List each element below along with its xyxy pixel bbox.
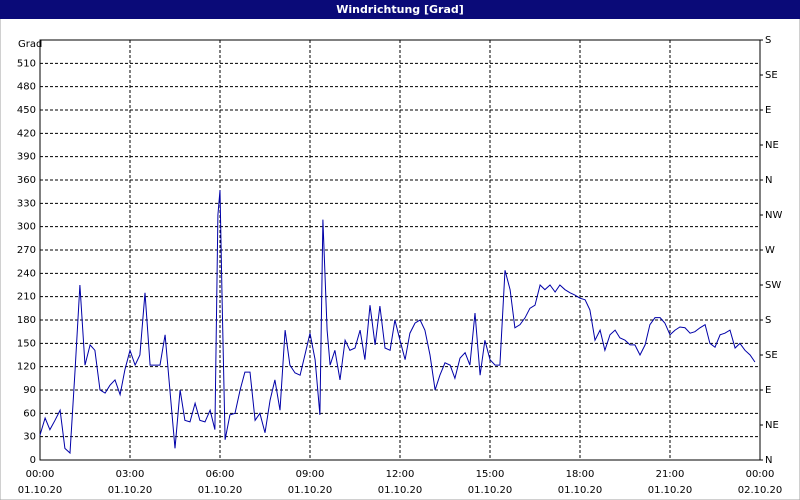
plot-frame [39,39,761,461]
y-tick-label: 0 [30,455,36,466]
x-tick-date: 01.10.20 [18,485,63,496]
y2-tick-label: SW [765,280,781,291]
chart-title: Windrichtung [Grad] [336,3,464,16]
x-tick-label: 09:00 [296,469,325,480]
x-tick-date: 01.10.20 [288,485,333,496]
y-tick-label: 210 [17,292,36,303]
y-tick-label: 480 [17,82,36,93]
y2-tick-label: N [765,455,772,466]
y-tick-label: 150 [17,338,36,349]
y2-tick-label: N [765,175,772,186]
x-tick-label: 00:00 [746,469,775,480]
y2-tick-label: S [765,315,771,326]
y-tick-label: 120 [17,362,36,373]
y2-tick-label: NE [765,420,779,431]
y-tick-label: 180 [17,315,36,326]
y-tick-label: 420 [17,128,36,139]
y-axis-label: Grad [18,39,42,50]
x-tick-date: 01.10.20 [468,485,513,496]
y-tick-label: 390 [17,152,36,163]
y-tick-label: 300 [17,222,36,233]
x-tick-date: 01.10.20 [198,485,243,496]
x-tick-label: 18:00 [566,469,595,480]
x-tick-date: 01.10.20 [558,485,603,496]
y-tick-label: 450 [17,105,36,116]
x-tick-label: 00:00 [26,469,55,480]
x-tick-date: 01.10.20 [378,485,423,496]
y2-tick-label: W [765,245,775,256]
line-series [39,190,756,455]
y2-tick-label: E [765,385,771,396]
y2-tick-label: NE [765,140,779,151]
y-tick-label: 90 [23,385,36,396]
x-tick-label: 06:00 [206,469,235,480]
y-tick-label: 330 [17,198,36,209]
x-tick-date: 01.10.20 [648,485,693,496]
y2-tick-label: NW [765,210,782,221]
x-tick-label: 12:00 [386,469,415,480]
x-tick-date: 02.10.20 [738,485,783,496]
y2-tick-label: E [765,105,771,116]
x-tick-label: 15:00 [476,469,505,480]
y2-tick-label: SE [765,350,778,361]
y2-tick-label: SE [765,70,778,81]
x-tick-label: 21:00 [656,469,685,480]
y-tick-label: 30 [23,432,36,443]
x-tick-label: 03:00 [116,469,145,480]
y-tick-label: 510 [17,58,36,69]
x-tick-date: 01.10.20 [108,485,153,496]
y-tick-label: 360 [17,175,36,186]
y-tick-label: 240 [17,268,36,279]
y2-tick-label: S [765,35,771,46]
y-tick-label: 60 [23,408,36,419]
title-bar [0,0,800,19]
y-tick-label: 270 [17,245,36,256]
